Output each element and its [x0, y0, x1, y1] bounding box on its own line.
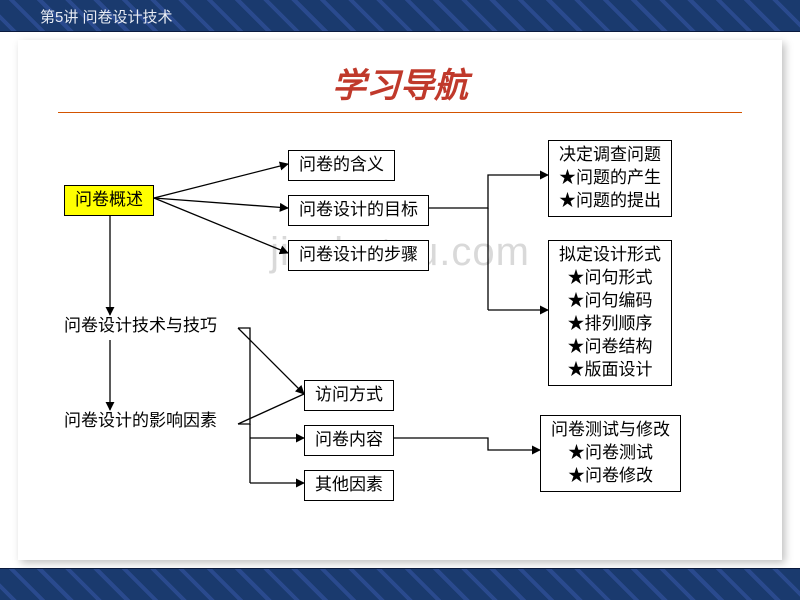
bottom-decorative-border — [0, 568, 800, 600]
diagram-node-n1b: 问卷设计的目标 — [288, 195, 429, 226]
diagram-edge — [238, 394, 304, 424]
diagram-node-n2: 问卷设计技术与技巧 — [64, 315, 217, 338]
slide-body: 学习导航 jinchutou.com 问卷概述问卷设计技术与技巧问卷设计的影响因… — [18, 40, 782, 560]
diagram-edge — [238, 328, 250, 424]
diagram-node-r3: 问卷测试与修改 ★问卷测试 ★问卷修改 — [540, 415, 681, 492]
diagram-edge — [238, 328, 304, 394]
diagram-node-n3a: 访问方式 — [304, 380, 394, 411]
diagram-node-r2: 拟定设计形式 ★问句形式 ★问句编码 ★排列顺序 ★问卷结构 ★版面设计 — [548, 240, 672, 386]
diagram-edge — [424, 175, 548, 208]
diagram-edge — [154, 164, 288, 198]
diagram-node-n3: 问卷设计的影响因素 — [64, 410, 217, 433]
diagram-node-r1: 决定调查问题 ★问题的产生 ★问题的提出 — [548, 140, 672, 217]
slide-header: 第5讲 问卷设计技术 — [40, 6, 173, 27]
diagram-node-n3b: 问卷内容 — [304, 425, 394, 456]
diagram-node-n1a: 问卷的含义 — [288, 150, 395, 181]
diagram-node-n3c: 其他因素 — [304, 470, 394, 501]
diagram-node-n1c: 问卷设计的步骤 — [288, 240, 429, 271]
diagram-edge — [390, 438, 540, 450]
diagram-node-n1: 问卷概述 — [64, 185, 154, 216]
